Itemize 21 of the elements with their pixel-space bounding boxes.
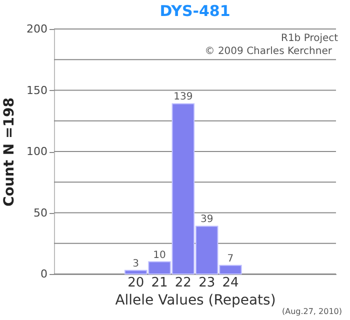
y-tick-label: 50	[34, 206, 48, 220]
y-axis-title: Count N =198	[2, 98, 18, 206]
y-tick-label: 200	[26, 22, 48, 36]
x-tick-label: 24	[222, 276, 239, 290]
y-tick-label: 0	[40, 268, 48, 280]
y-tick-label: 100	[26, 145, 48, 158]
text: (Aug.27, 2010)	[282, 307, 342, 316]
chart-title: DYS-481	[160, 2, 230, 20]
data-label: 10	[153, 250, 166, 261]
x-tick-label: 21	[151, 276, 168, 290]
annotation: © 2009 Charles Kerchner	[204, 46, 333, 57]
x-axis-title: Allele Values (Repeats)	[115, 292, 276, 308]
data-label: 39	[200, 214, 214, 226]
x-tick-label: 20	[128, 276, 144, 290]
data-label: 7	[227, 253, 234, 264]
y-tick-label: 150	[26, 84, 48, 97]
data-label: 3	[132, 258, 140, 270]
x-tick-label: 22	[174, 276, 192, 290]
data-label: 139	[174, 92, 193, 103]
x-tick-label: 23	[198, 276, 216, 290]
annotation: R1b Project	[281, 33, 338, 44]
